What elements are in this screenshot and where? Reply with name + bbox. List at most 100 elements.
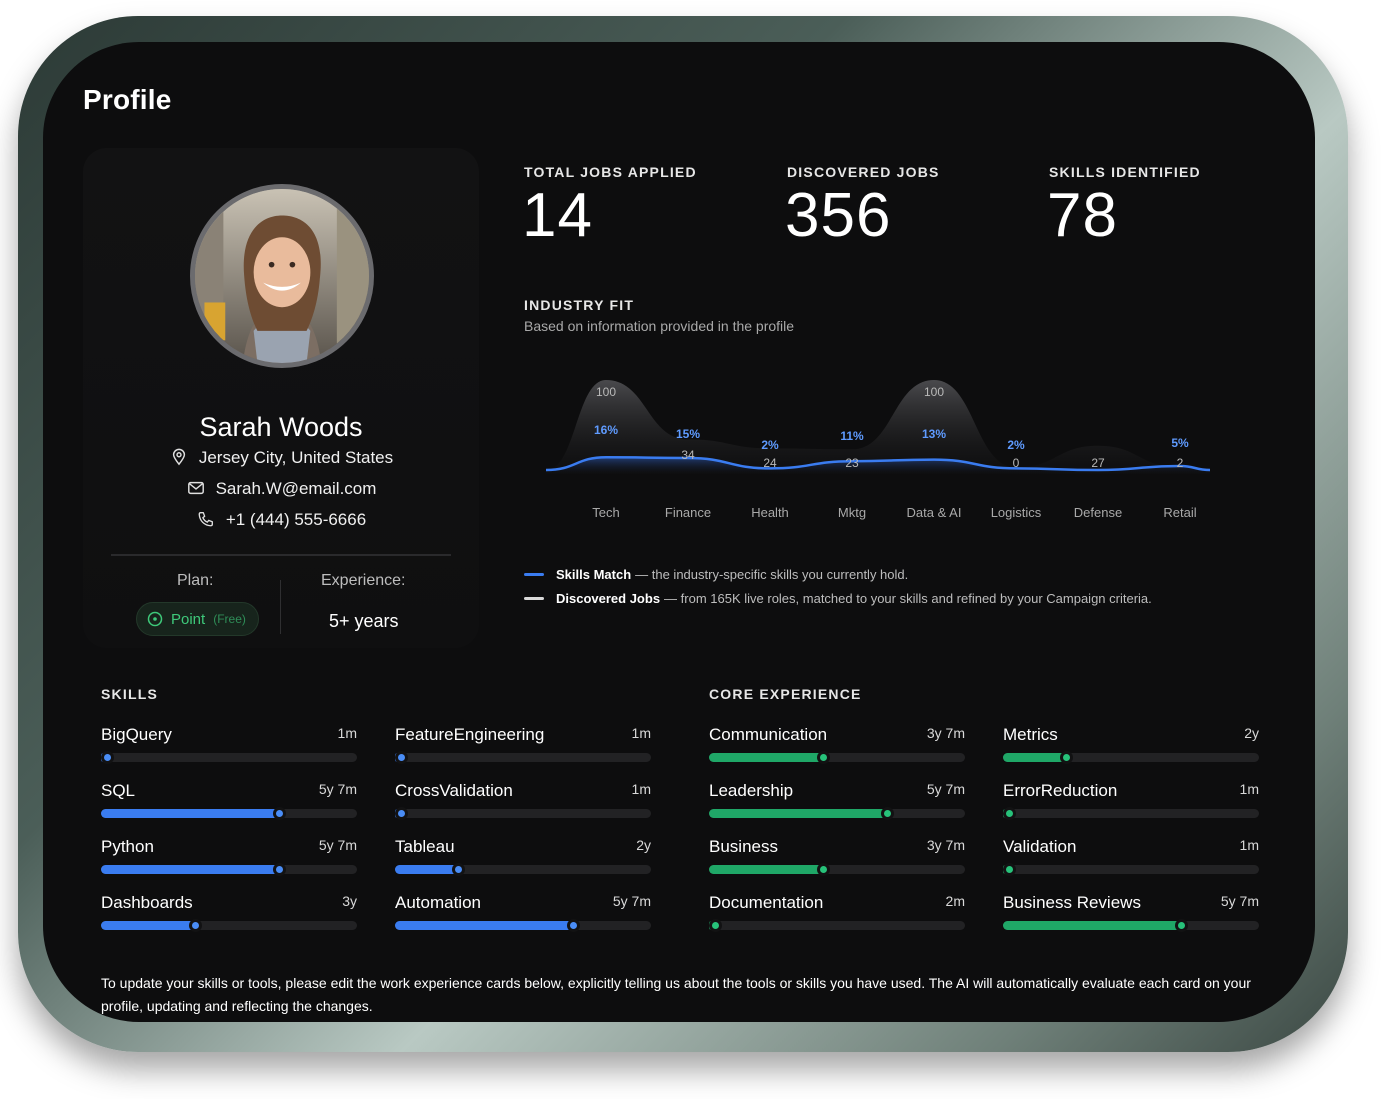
location-row: Jersey City, United States xyxy=(83,448,479,468)
location-text: Jersey City, United States xyxy=(198,448,394,467)
legend-swatch-jobs xyxy=(524,597,544,600)
stat-value-skills-identified: 78 xyxy=(1047,181,1118,250)
profile-card: Sarah Woods Jersey City, United States S… xyxy=(83,148,479,648)
experience-name-errorreduction: ErrorReduction xyxy=(1003,781,1118,800)
experience-fill xyxy=(709,809,889,818)
skill-knob xyxy=(567,919,581,932)
phone-icon xyxy=(198,512,213,527)
skill-name-tableau: Tableau xyxy=(395,837,455,856)
skill-track xyxy=(101,751,357,764)
industry-fit-subtitle: Based on information provided in the pro… xyxy=(524,318,795,334)
jobs-value-label: 2 xyxy=(1177,456,1184,470)
skill-name-dashboards: Dashboards xyxy=(101,893,193,912)
experience-fill xyxy=(709,753,825,762)
skill-item: Tableau 2y xyxy=(395,837,651,887)
plan-experience-divider xyxy=(280,580,281,634)
experience-track xyxy=(709,863,965,876)
experience-item: Communication 3y 7m xyxy=(709,725,965,775)
page-title: Profile xyxy=(83,84,172,115)
experience-name-documentation: Documentation xyxy=(709,893,824,912)
experience-fill xyxy=(1003,753,1067,762)
skill-item: FeatureEngineering 1m xyxy=(395,725,651,775)
skills-value-label: 13% xyxy=(922,427,946,441)
experience-duration: 1m xyxy=(1239,837,1259,853)
phone-row: +1 (444) 555-6666 xyxy=(83,510,479,530)
experience-track xyxy=(1003,807,1259,820)
plan-tier: (Free) xyxy=(213,612,246,626)
core-experience-title: CORE EXPERIENCE xyxy=(709,686,862,702)
skill-duration: 2y xyxy=(636,837,651,853)
experience-knob xyxy=(1175,919,1189,932)
legend-swatch-skills xyxy=(524,573,544,576)
category-label: Data & AI xyxy=(907,505,962,520)
experience-fill xyxy=(709,865,825,874)
skill-fill xyxy=(395,921,575,930)
category-label: Finance xyxy=(665,505,711,520)
plan-label: Plan: xyxy=(177,572,214,589)
skill-track xyxy=(395,919,651,932)
location-pin-icon xyxy=(172,448,185,466)
experience-duration: 2y xyxy=(1244,725,1259,741)
skill-fill xyxy=(101,921,196,930)
experience-track xyxy=(709,807,965,820)
email-text[interactable]: Sarah.W@email.com xyxy=(215,479,377,498)
discovered-jobs-area xyxy=(546,380,1210,474)
experience-track xyxy=(709,751,965,764)
skills-value-label: 15% xyxy=(676,427,700,441)
phone-text[interactable]: +1 (444) 555-6666 xyxy=(225,510,367,529)
stat-label-skills-identified: SKILLS IDENTIFIED xyxy=(1049,164,1201,180)
skill-knob xyxy=(452,863,465,876)
legend-discovered-jobs: Discovered Jobs — from 165K live roles, … xyxy=(524,591,1152,606)
skill-item: Automation 5y 7m xyxy=(395,893,651,943)
experience-item: Business 3y 7m xyxy=(709,837,965,887)
experience-knob xyxy=(709,919,722,932)
experience-item: ErrorReduction 1m xyxy=(1003,781,1259,831)
experience-knob xyxy=(1060,751,1073,764)
skills-value-label: 2% xyxy=(1007,438,1025,452)
experience-item: Business Reviews 5y 7m xyxy=(1003,893,1259,943)
profile-screen: Profile Sarah xyxy=(43,42,1315,1022)
experience-fill xyxy=(1003,921,1183,930)
stat-value-jobs-applied: 14 xyxy=(522,181,593,250)
skill-track xyxy=(395,863,651,876)
experience-item: Metrics 2y xyxy=(1003,725,1259,775)
category-label: Mktg xyxy=(838,505,866,520)
skill-duration: 5y 7m xyxy=(318,837,357,853)
avatar[interactable] xyxy=(190,184,374,368)
skill-name-python: Python xyxy=(101,837,154,856)
jobs-value-label: 24 xyxy=(763,456,777,470)
jobs-value-label: 27 xyxy=(1091,456,1105,470)
stat-label-jobs-applied: TOTAL JOBS APPLIED xyxy=(524,164,697,180)
jobs-value-label: 100 xyxy=(924,385,944,399)
skill-duration: 5y 7m xyxy=(612,893,651,909)
jobs-value-label: 23 xyxy=(845,456,859,470)
experience-knob xyxy=(817,863,831,876)
category-label: Health xyxy=(751,505,789,520)
skill-track xyxy=(101,919,357,932)
industry-fit-chart: 100 16% Tech 34 15% Finance 24 2% Health 23 11% Mkt… xyxy=(545,380,1211,520)
skill-duration: 1m xyxy=(631,725,651,741)
jobs-value-label: 34 xyxy=(681,448,695,462)
experience-duration: 5y 7m xyxy=(1220,893,1259,909)
category-label: Defense xyxy=(1074,505,1122,520)
experience-name-communication: Communication xyxy=(709,725,828,744)
skill-name-featureengineering: FeatureEngineering xyxy=(395,725,545,744)
experience-duration: 3y 7m xyxy=(926,837,965,853)
jobs-value-label: 100 xyxy=(596,385,616,399)
skill-track xyxy=(101,863,357,876)
skill-track xyxy=(101,807,357,820)
experience-track xyxy=(1003,863,1259,876)
experience-name-leadership: Leadership xyxy=(709,781,794,800)
legend-skills-match: Skills Match — the industry-specific ski… xyxy=(524,567,908,582)
plan-badge[interactable]: Point (Free) xyxy=(136,602,259,636)
experience-item: Documentation 2m xyxy=(709,893,965,943)
skill-knob xyxy=(395,807,408,820)
skill-track xyxy=(395,751,651,764)
experience-label: Experience: xyxy=(321,572,406,589)
skill-item: BigQuery 1m xyxy=(101,725,357,775)
skill-track xyxy=(395,807,651,820)
experience-knob xyxy=(881,807,895,820)
skills-match-line xyxy=(545,455,1211,472)
skill-fill xyxy=(101,809,281,818)
mail-icon xyxy=(187,481,204,495)
